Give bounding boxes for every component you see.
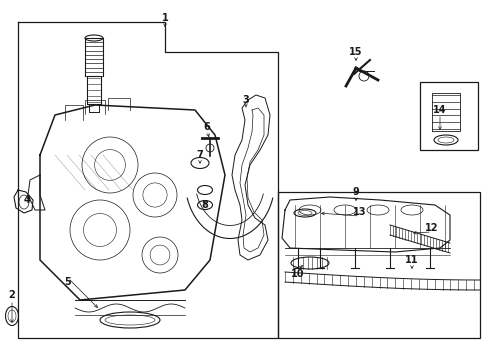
- Text: 13: 13: [353, 207, 367, 217]
- Bar: [420, 82, 478, 150]
- Text: 12: 12: [425, 223, 439, 233]
- Text: 10: 10: [291, 269, 305, 279]
- Text: 9: 9: [353, 187, 359, 197]
- Text: 14: 14: [433, 105, 447, 115]
- Text: 3: 3: [243, 95, 249, 105]
- Text: 5: 5: [65, 277, 72, 287]
- Text: 6: 6: [204, 122, 210, 132]
- Bar: [278, 192, 480, 338]
- Text: 7: 7: [196, 150, 203, 160]
- Text: 8: 8: [201, 200, 208, 210]
- Text: 15: 15: [349, 47, 363, 57]
- Text: 2: 2: [9, 290, 15, 300]
- Text: 1: 1: [162, 13, 169, 23]
- Text: 4: 4: [24, 195, 30, 205]
- Text: 11: 11: [405, 255, 419, 265]
